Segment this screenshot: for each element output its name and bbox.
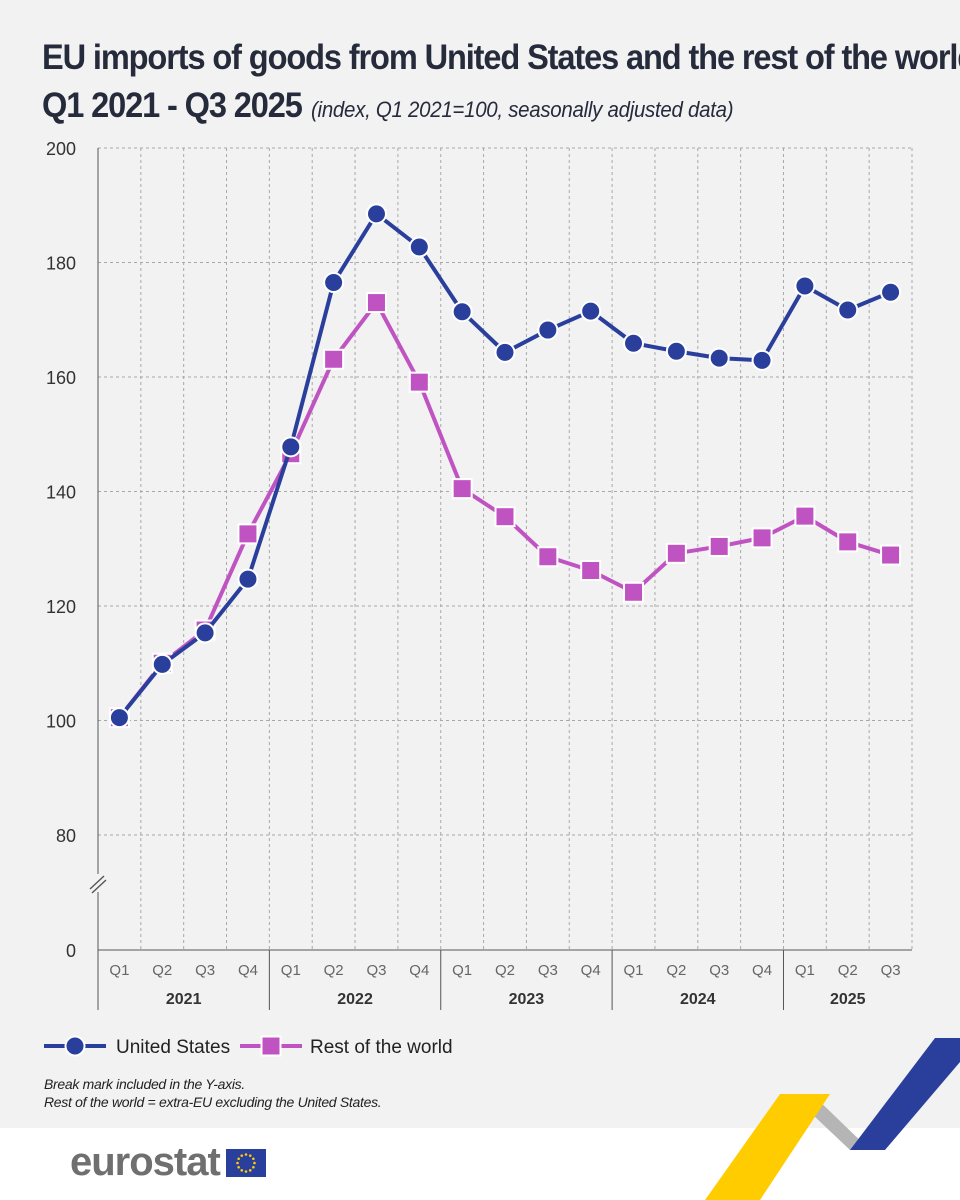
x-tick-label: Q2	[152, 962, 172, 979]
flag-star	[251, 1165, 255, 1169]
x-tick-label: Q3	[195, 962, 215, 979]
point-rest-of-world	[665, 542, 687, 564]
point-rest-of-world	[537, 546, 559, 568]
axis-break-mark	[89, 875, 105, 890]
point-united-states	[794, 275, 816, 297]
year-label: 2024	[680, 991, 716, 1008]
y-tick-label: 100	[46, 712, 76, 732]
point-united-states	[280, 436, 302, 458]
y-tick-label: 200	[46, 139, 76, 159]
legend-label: United States	[116, 1037, 230, 1058]
x-tick-label: Q2	[666, 962, 686, 979]
y-tick-label: 80	[56, 826, 76, 846]
y-tick-label: 160	[46, 368, 76, 388]
title-period: Q1 2021 - Q3 2025	[42, 86, 303, 125]
point-united-states	[323, 272, 345, 294]
flag-star	[236, 1161, 239, 1164]
point-united-states	[237, 568, 259, 590]
note-break-mark: Break mark included in the Y-axis.	[44, 1076, 245, 1092]
title-line-2: Q1 2021 - Q3 2025 (index, Q1 2021=100, se…	[42, 82, 879, 134]
flag-star	[237, 1156, 240, 1160]
x-tick-label: Q1	[795, 962, 815, 979]
point-rest-of-world	[708, 535, 730, 557]
flag-star	[253, 1161, 256, 1164]
x-tick-label: Q4	[752, 962, 772, 979]
x-tick-label: Q3	[709, 962, 729, 979]
x-tick-label: Q4	[238, 962, 258, 979]
point-rest-of-world	[794, 505, 816, 527]
y-tick-label: 120	[46, 597, 76, 617]
x-tick-label: Q1	[109, 962, 129, 979]
x-tick-label: Q1	[281, 962, 301, 979]
point-united-states	[537, 319, 559, 341]
chart-title: EU imports of goods from United States a…	[42, 34, 960, 134]
point-rest-of-world	[580, 560, 602, 582]
point-united-states	[880, 281, 902, 303]
x-tick-label: Q3	[538, 962, 558, 979]
point-rest-of-world	[237, 523, 259, 545]
eu-flag-icon	[225, 1148, 266, 1177]
point-united-states	[494, 341, 516, 363]
series-line-united-states	[117, 211, 892, 719]
point-united-states	[151, 653, 173, 675]
point-rest-of-world	[494, 506, 516, 528]
year-label: 2023	[509, 991, 545, 1008]
point-united-states	[451, 301, 473, 323]
y-tick-label: 140	[46, 483, 76, 503]
y-tick-label: 180	[46, 254, 76, 274]
point-united-states	[665, 340, 687, 362]
axis-break-mark	[91, 879, 107, 894]
point-united-states	[580, 300, 602, 322]
point-rest-of-world	[323, 348, 345, 370]
point-united-states	[365, 203, 387, 225]
flag-star	[244, 1169, 248, 1173]
point-united-states	[751, 349, 773, 371]
year-label: 2021	[166, 991, 202, 1008]
x-tick-label: Q2	[838, 962, 858, 979]
title-line-1: EU imports of goods from United States a…	[42, 38, 960, 77]
point-united-states	[708, 347, 730, 369]
eurostat-logo: eurostat	[70, 1140, 266, 1185]
flag-star	[251, 1156, 255, 1160]
point-united-states	[408, 236, 430, 258]
x-tick-label: Q2	[495, 962, 515, 979]
x-tick-label: Q3	[881, 962, 901, 979]
flag-star	[240, 1168, 243, 1172]
chart-subtitle: (index, Q1 2021=100, seasonally adjusted…	[311, 97, 734, 122]
legend-marker-square	[260, 1035, 282, 1057]
flag-star	[244, 1152, 248, 1156]
point-rest-of-world	[408, 371, 430, 393]
flag-star	[240, 1153, 243, 1157]
line-chart: 0 80 100 120 140 160 180 200 Q1 Q2 Q3 Q4 Q1 Q2 Q3 Q4 Q1 Q…	[44, 139, 913, 1058]
x-tick-label: Q4	[409, 962, 429, 979]
note-rest-of-world: Rest of the world = extra-EU excluding t…	[44, 1094, 382, 1110]
x-tick-label: Q1	[624, 962, 644, 979]
x-tick-label: Q1	[452, 962, 472, 979]
point-rest-of-world	[880, 544, 902, 566]
point-rest-of-world	[837, 531, 859, 553]
point-rest-of-world	[623, 581, 645, 603]
x-tick-label: Q4	[581, 962, 601, 979]
flag-star	[237, 1165, 240, 1169]
flag-star	[248, 1168, 252, 1172]
y-tick-label: 0	[66, 941, 76, 961]
point-rest-of-world	[451, 478, 473, 500]
point-united-states	[623, 332, 645, 354]
x-tick-label: Q3	[366, 962, 386, 979]
point-united-states	[194, 622, 216, 644]
point-rest-of-world	[365, 292, 387, 314]
year-label: 2025	[830, 991, 866, 1008]
year-label: 2022	[337, 991, 373, 1008]
point-united-states	[837, 299, 859, 321]
flag-star	[248, 1153, 252, 1157]
legend-marker-circle	[64, 1035, 86, 1057]
point-united-states	[108, 707, 130, 729]
eurostat-wordmark: eurostat	[70, 1140, 221, 1184]
legend-label: Rest of the world	[310, 1037, 453, 1058]
point-rest-of-world	[751, 527, 773, 549]
x-tick-label: Q2	[324, 962, 344, 979]
